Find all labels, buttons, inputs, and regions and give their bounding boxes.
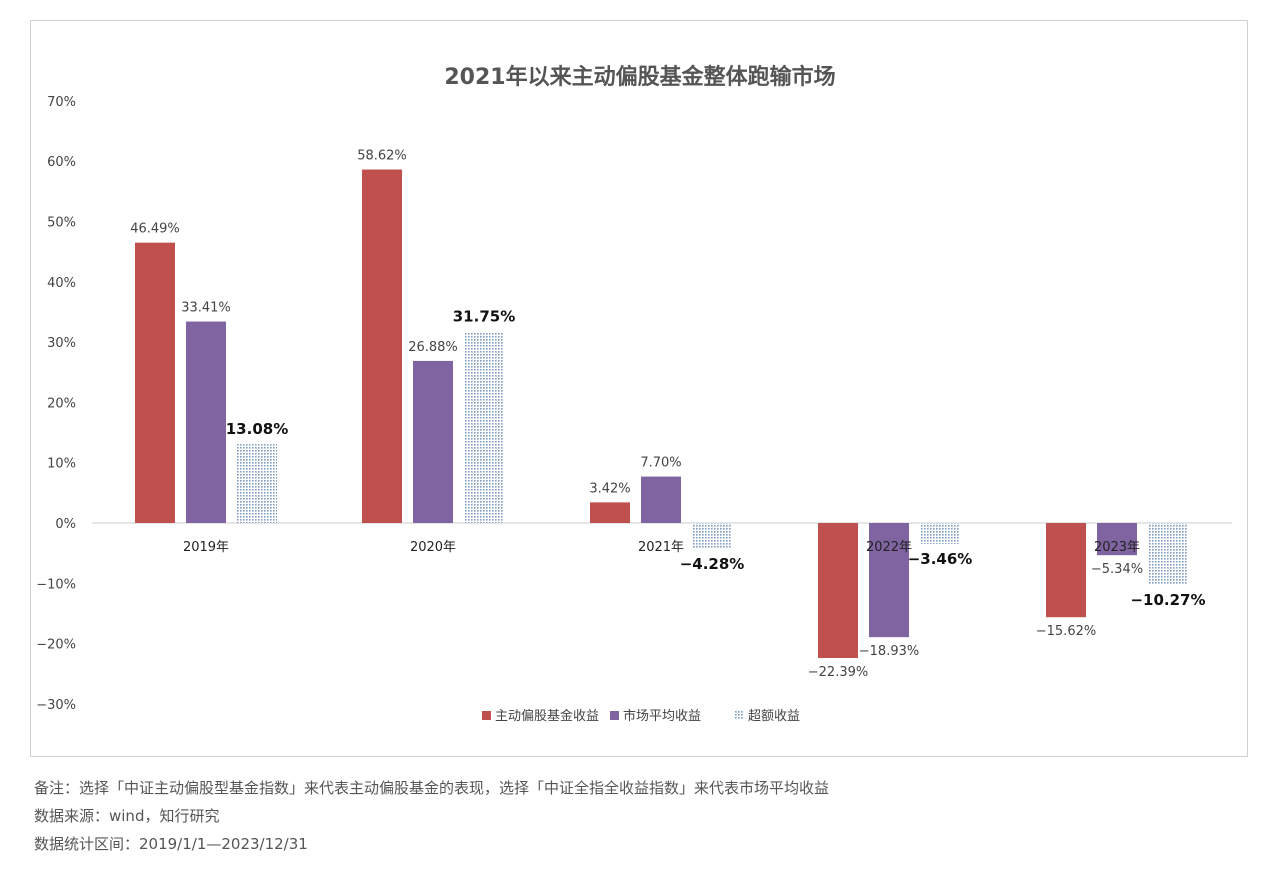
bar-2-0: [237, 444, 277, 523]
data-label: 31.75%: [453, 308, 515, 326]
y-tick-label: 70%: [47, 95, 76, 110]
legend-swatch: [610, 711, 619, 720]
y-tick-label: −20%: [36, 638, 76, 653]
data-label: 7.70%: [640, 456, 681, 471]
y-tick-label: 0%: [55, 517, 76, 532]
source-note: 数据来源：wind，知行研究: [34, 807, 220, 825]
bar-0-1: [362, 169, 402, 523]
y-tick-label: 40%: [47, 276, 76, 291]
y-tick-label: −10%: [36, 577, 76, 592]
bar-0-3: [818, 523, 858, 659]
data-label: −3.46%: [908, 550, 973, 568]
data-label: 13.08%: [226, 420, 288, 438]
data-label: −15.62%: [1036, 624, 1096, 639]
bar-1-4: [1097, 523, 1137, 556]
legend-label: 市场平均收益: [623, 708, 701, 724]
y-tick-label: 20%: [47, 396, 76, 411]
legend-swatch: [482, 711, 491, 720]
data-label: 26.88%: [408, 340, 458, 355]
data-label: −4.28%: [680, 555, 745, 573]
bar-1-2: [641, 476, 681, 523]
bar-2-2: [692, 523, 732, 549]
chart-frame: [30, 20, 1248, 757]
y-tick-label: 10%: [47, 457, 76, 472]
data-label: 3.42%: [589, 481, 630, 496]
legend-swatch: [735, 711, 744, 720]
x-tick-label: 2022年: [866, 540, 912, 555]
bar-chart: 2021年以来主动偏股基金整体跑输市场 70% 60% 50% 40% 30% 20% 10…: [36, 64, 1232, 724]
data-label: −5.34%: [1091, 562, 1143, 577]
bar-0-4: [1046, 523, 1086, 618]
chart-title: 2021年以来主动偏股基金整体跑输市场: [444, 64, 835, 90]
data-label: −18.93%: [859, 644, 919, 659]
bar-0-0: [135, 242, 175, 524]
y-tick-label: 60%: [47, 155, 76, 170]
y-tick-label: −30%: [36, 698, 76, 713]
legend-label: 超额收益: [748, 709, 800, 724]
bar-2-1: [464, 331, 504, 523]
period-note: 数据统计区间：2019/1/1—2023/12/31: [34, 835, 308, 853]
bar-0-2: [590, 502, 630, 523]
x-tick-label: 2020年: [410, 540, 456, 555]
bar-1-1: [413, 360, 453, 523]
x-tick-label: 2021年: [638, 540, 684, 555]
bar-2-4: [1148, 523, 1188, 585]
data-label: −10.27%: [1130, 591, 1205, 609]
legend-label: 主动偏股基金收益: [495, 708, 599, 724]
bar-1-3: [869, 523, 909, 638]
data-label: 58.62%: [357, 149, 407, 164]
bar-2-3: [920, 523, 960, 544]
data-label: 46.49%: [130, 222, 180, 237]
data-label: 33.41%: [181, 301, 231, 316]
y-tick-label: 50%: [47, 216, 76, 231]
remark-note: 备注：选择「中证主动偏股型基金指数」来代表主动偏股基金的表现，选择「中证全指全收…: [34, 779, 830, 797]
x-tick-label: 2023年: [1094, 540, 1140, 555]
y-tick-label: 30%: [47, 336, 76, 351]
data-label: −22.39%: [808, 665, 868, 680]
bar-1-0: [186, 321, 226, 523]
x-tick-label: 2019年: [183, 540, 229, 555]
